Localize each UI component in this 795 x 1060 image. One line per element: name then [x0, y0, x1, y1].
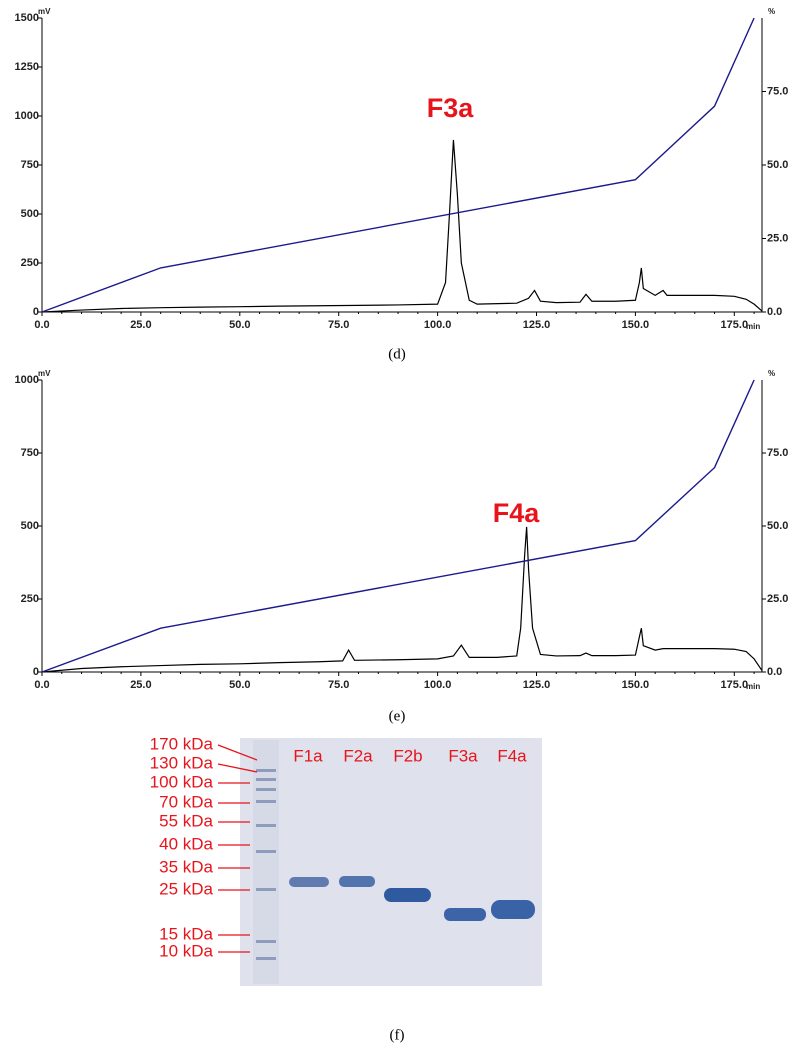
y2-tick-label: 50.0 — [767, 520, 788, 532]
x-tick-label: 100.0 — [424, 679, 452, 691]
y2-tick-label: 75.0 — [767, 85, 788, 97]
marker-label: 25 kDa — [159, 879, 213, 898]
y2-tick-label: 0.0 — [767, 306, 782, 318]
y2-tick-label: 25.0 — [767, 232, 788, 244]
x-tick-label: 125.0 — [523, 319, 551, 331]
y2-axis-unit: % — [768, 369, 775, 378]
y-tick-label: 1000 — [15, 374, 39, 386]
lane-label: F2a — [343, 746, 373, 765]
lane-label: F2b — [393, 746, 422, 765]
x-tick-label: 75.0 — [328, 679, 349, 691]
x-tick-label: 175.0 — [721, 679, 749, 691]
y-tick-label: 250 — [21, 593, 39, 605]
y2-tick-label: 75.0 — [767, 447, 788, 459]
gradient-line — [42, 18, 754, 312]
y-tick-label: 1000 — [15, 110, 39, 122]
y2-tick-label: 25.0 — [767, 593, 788, 605]
ladder-lane — [253, 740, 279, 984]
caption: (f) — [390, 1027, 405, 1043]
y-tick-label: 500 — [21, 520, 39, 532]
signal-line — [42, 140, 762, 312]
y-tick-label: 0 — [33, 306, 39, 318]
y-tick-label: 1250 — [15, 61, 39, 73]
x-tick-label: 0.0 — [34, 319, 49, 331]
x-tick-label: 75.0 — [328, 319, 349, 331]
lane-label: F3a — [448, 746, 478, 765]
marker-label: 40 kDa — [159, 834, 213, 853]
y-tick-label: 0 — [33, 666, 39, 678]
y-tick-label: 1500 — [15, 12, 39, 24]
x-tick-label: 175.0 — [721, 319, 749, 331]
peak-annotation: F4a — [493, 498, 541, 528]
caption: (d) — [388, 346, 406, 362]
x-tick-label: 25.0 — [130, 319, 151, 331]
y-axis-unit: mV — [38, 7, 51, 16]
x-tick-label: 100.0 — [424, 319, 452, 331]
x-tick-label: 125.0 — [523, 679, 551, 691]
x-axis-unit: min — [746, 682, 760, 691]
peak-annotation: F3a — [427, 93, 475, 123]
y-tick-label: 750 — [21, 159, 39, 171]
y2-axis-unit: % — [768, 7, 775, 16]
marker-label: 55 kDa — [159, 811, 213, 830]
y2-tick-label: 50.0 — [767, 159, 788, 171]
marker-label: 130 kDa — [150, 753, 214, 772]
caption: (e) — [389, 708, 406, 724]
x-tick-label: 0.0 — [34, 679, 49, 691]
x-tick-label: 150.0 — [622, 319, 650, 331]
x-tick-label: 150.0 — [622, 679, 650, 691]
y-tick-label: 500 — [21, 208, 39, 220]
lane-label: F1a — [293, 746, 323, 765]
x-tick-label: 25.0 — [130, 679, 151, 691]
marker-label: 35 kDa — [159, 857, 213, 876]
lane-label: F4a — [497, 746, 527, 765]
y-tick-label: 250 — [21, 257, 39, 269]
marker-label: 70 kDa — [159, 792, 213, 811]
y-axis-unit: mV — [38, 369, 51, 378]
x-axis-unit: min — [746, 322, 760, 331]
x-tick-label: 50.0 — [229, 679, 250, 691]
signal-line — [42, 527, 762, 672]
marker-label: 10 kDa — [159, 941, 213, 960]
marker-label: 100 kDa — [150, 772, 214, 791]
y-tick-label: 750 — [21, 447, 39, 459]
y2-tick-label: 0.0 — [767, 666, 782, 678]
x-tick-label: 50.0 — [229, 319, 250, 331]
figure: 0 250 500 750 1000 1250 1500 0.0 25.0 50.0 75.0 0.0… — [0, 0, 795, 1055]
marker-label: 170 kDa — [150, 734, 214, 753]
gradient-line — [42, 380, 754, 672]
gel-image — [240, 738, 542, 986]
